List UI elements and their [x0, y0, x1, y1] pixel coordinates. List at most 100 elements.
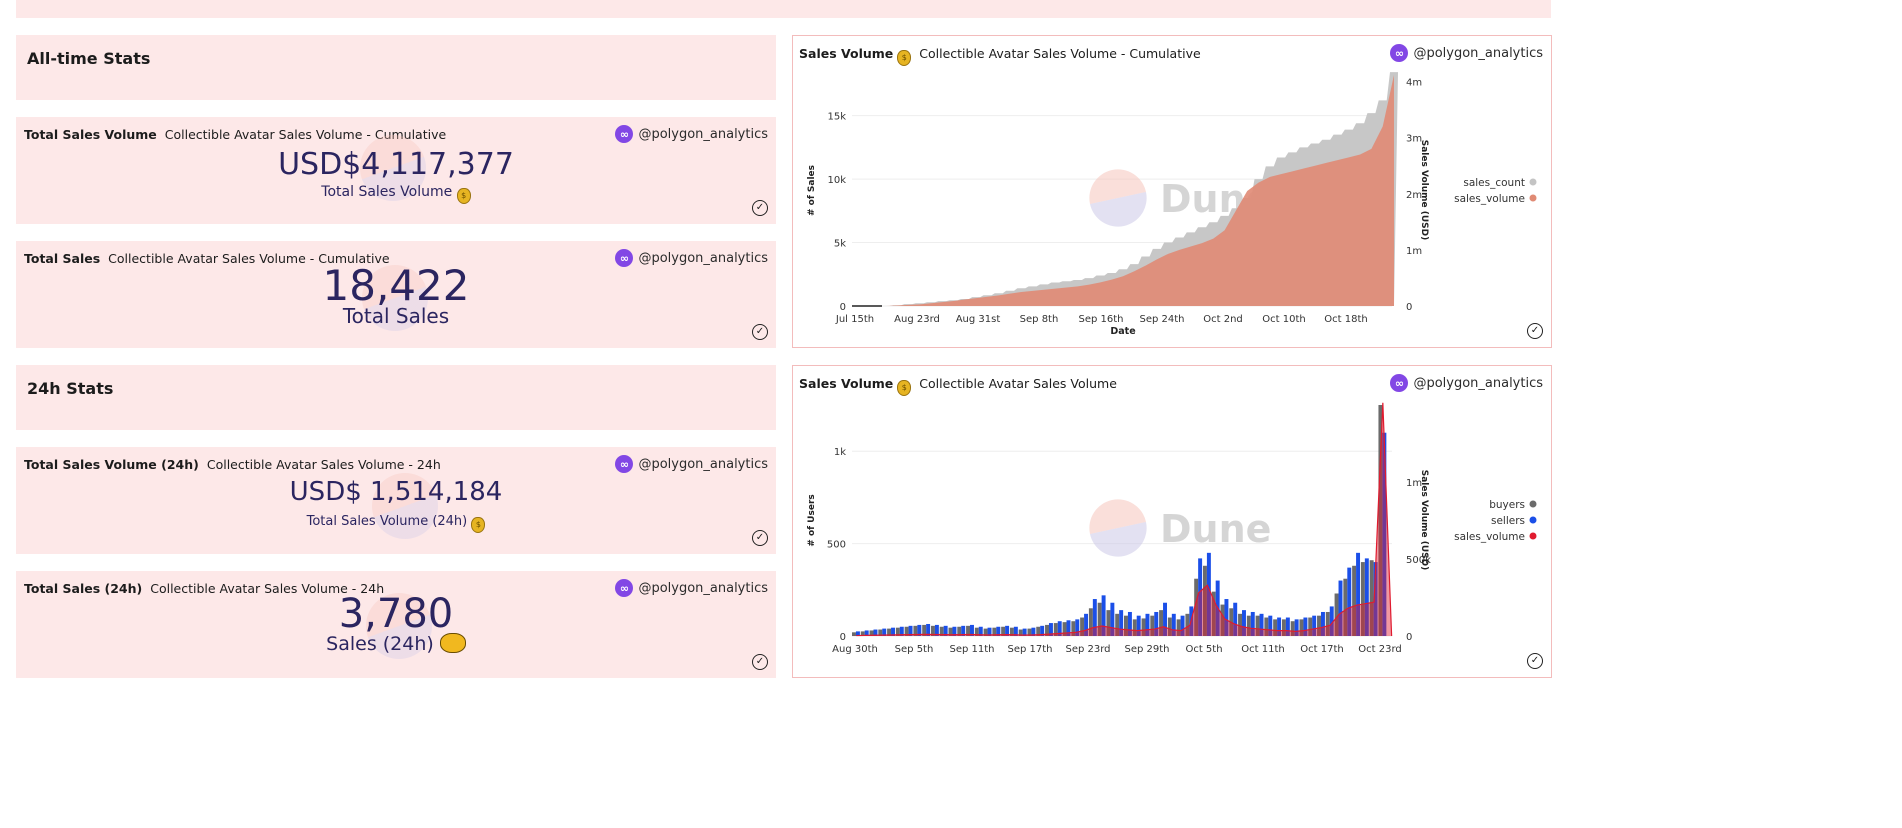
x-tick-label: Aug 23rd	[894, 314, 940, 325]
bar-sellers	[943, 625, 948, 636]
card-subtitle[interactable]: Collectible Avatar Sales Volume - 24h	[206, 457, 441, 472]
bar-buyers	[1343, 578, 1348, 636]
x-tick-label: Sep 29th	[1124, 644, 1169, 655]
line-sales-volume	[856, 402, 1393, 637]
x-tick-label: Oct 23rd	[1358, 644, 1401, 655]
check-circle-icon[interactable]: ✓	[752, 530, 768, 546]
chart-daily: 0 500 1k 0 500k 1m # of Users Sales Volume (USD…	[807, 402, 1537, 655]
y2-tick-label: 500k	[1406, 555, 1431, 566]
bar-sellers	[1163, 602, 1167, 636]
bar-buyers	[1325, 611, 1330, 636]
card-title: Total Sales Volume	[24, 127, 157, 142]
bar-buyers	[869, 630, 874, 636]
owner-name: @polygon_analytics	[638, 580, 768, 596]
bar-buyers	[1255, 615, 1260, 636]
bar-buyers	[1360, 562, 1365, 636]
legend-label: sales_count	[1463, 177, 1525, 189]
dune-watermark-text: Dune	[1160, 507, 1271, 551]
check-circle-icon[interactable]: ✓	[1527, 323, 1543, 339]
bar-buyers	[1159, 610, 1164, 636]
owner-link[interactable]: ∞ @polygon_analytics	[615, 579, 768, 597]
dune-logo-bottom	[1090, 522, 1147, 557]
y2-tick-label: 4m	[1406, 78, 1422, 89]
owner-name: @polygon_analytics	[1413, 45, 1543, 61]
bar-buyers	[1317, 615, 1321, 636]
dune-watermark-icon	[366, 593, 432, 659]
card-subtitle[interactable]: Collectible Avatar Sales Volume - 24h	[150, 581, 385, 596]
owner-name: @polygon_analytics	[638, 456, 768, 472]
dune-logo-bottom	[1090, 192, 1147, 227]
y-tick-label: 0	[840, 632, 846, 643]
x-tick-label: Oct 11th	[1241, 644, 1284, 655]
polygon-icon: ∞	[615, 579, 634, 597]
bar-buyers	[1211, 591, 1216, 636]
card-total-sales: Total Sales Collectible Avatar Sales Volu…	[16, 241, 776, 348]
bar-sellers	[1250, 611, 1255, 636]
bar-buyers	[1053, 623, 1058, 636]
bar-buyers	[1369, 560, 1374, 636]
money-bag-icon: $	[471, 517, 486, 533]
bar-buyers	[1018, 629, 1023, 636]
counter-label-text: Total Sales Volume	[321, 184, 453, 200]
bar-buyers	[1246, 615, 1251, 636]
owner-link[interactable]: ∞ @polygon_analytics	[615, 249, 768, 267]
card-header: Total Sales Collectible Avatar Sales Volu…	[24, 251, 390, 266]
owner-name: @polygon_analytics	[638, 126, 768, 142]
chart-subtitle[interactable]: Collectible Avatar Sales Volume - Cumula…	[919, 46, 1201, 61]
bar-sellers	[1329, 606, 1334, 636]
bar-buyers	[1080, 617, 1085, 636]
bar-buyers	[983, 628, 988, 636]
check-circle-icon[interactable]: ✓	[752, 324, 768, 340]
bar-sellers	[1382, 432, 1387, 636]
polygon-icon: ∞	[615, 455, 634, 473]
x-tick-label: Oct 10th	[1262, 314, 1305, 325]
bar-sellers	[1154, 611, 1159, 636]
check-circle-icon[interactable]: ✓	[752, 654, 768, 670]
bar-sellers	[1198, 558, 1203, 636]
owner-link[interactable]: ∞ @polygon_analytics	[615, 125, 768, 143]
y-tick-label: 1k	[834, 447, 846, 458]
legend-swatch	[1529, 178, 1537, 186]
bar-sellers	[891, 627, 895, 636]
chart-subtitle[interactable]: Collectible Avatar Sales Volume	[919, 376, 1117, 391]
bar-sellers	[1338, 580, 1343, 636]
bar-buyers	[878, 629, 883, 636]
owner-link[interactable]: ∞ @polygon_analytics	[615, 455, 768, 473]
dune-logo-top	[1089, 499, 1146, 534]
bar-sellers	[908, 625, 913, 636]
card-subtitle[interactable]: Collectible Avatar Sales Volume - Cumula…	[164, 127, 447, 142]
bar-sellers	[934, 624, 939, 636]
legend-label: buyers	[1489, 499, 1525, 511]
legend-swatch	[1529, 532, 1537, 540]
card-subtitle[interactable]: Collectible Avatar Sales Volume - Cumula…	[108, 251, 390, 266]
card-header: Sales Volume $ Collectible Avatar Sales Vo…	[799, 46, 1201, 66]
counter-value: USD$4,117,377	[278, 147, 514, 182]
bar-sellers	[1285, 617, 1290, 636]
bar-sellers	[1057, 621, 1062, 636]
chart-panel-daily: Sales Volume $ Collectible Avatar Sales Vo…	[792, 365, 1552, 678]
bar-sellers	[1171, 613, 1176, 636]
bar-sellers	[1347, 567, 1352, 636]
bar-sellers	[1294, 619, 1299, 636]
handshake-icon	[439, 633, 466, 653]
x-tick-label: Aug 31st	[956, 314, 1001, 325]
counter-label-text: Sales (24h)	[326, 633, 434, 655]
bar-sellers	[1277, 617, 1282, 636]
bar-buyers	[1308, 617, 1313, 636]
dune-watermark-icon	[360, 135, 426, 201]
card-title: Total Sales (24h)	[24, 581, 143, 596]
bar-sellers	[873, 629, 878, 636]
owner-link[interactable]: ∞ @polygon_analytics	[1390, 44, 1543, 62]
owner-link[interactable]: ∞ @polygon_analytics	[1390, 374, 1543, 392]
x-tick-label: Oct 2nd	[1203, 314, 1243, 325]
bar-buyers	[904, 626, 909, 636]
bar-buyers	[1045, 624, 1049, 636]
check-circle-icon[interactable]: ✓	[752, 200, 768, 216]
bar-sellers	[1013, 626, 1018, 636]
check-circle-icon[interactable]: ✓	[1527, 653, 1543, 669]
x-tick-label: Sep 24th	[1139, 314, 1184, 325]
y2-tick-label: 0	[1406, 632, 1412, 643]
bar-buyers	[913, 625, 918, 636]
bar-buyers	[860, 631, 865, 636]
bar-sellers	[1136, 615, 1141, 636]
